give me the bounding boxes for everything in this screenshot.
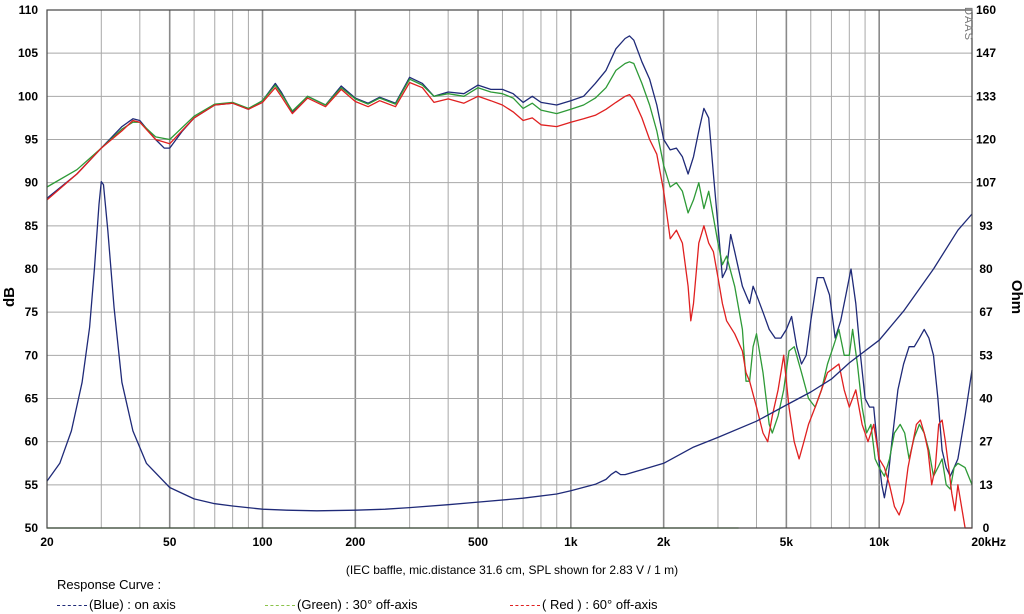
x-tick-label: 50 (163, 535, 177, 549)
x-tick-label: 5k (780, 535, 794, 549)
left-tick-label: 55 (25, 478, 39, 492)
measurement-caption: (IEC baffle, mic.distance 31.6 cm, SPL s… (345, 563, 679, 577)
right-tick-label: 67 (979, 305, 993, 319)
legend-swatch-red (510, 605, 540, 607)
x-tick-label: 20kHz (971, 535, 1006, 549)
left-tick-label: 85 (25, 219, 39, 233)
frequency-response-chart: 20 50 100 200 500 1k 2k 5k 10k 20kHz 110105100959… (1, 3, 1024, 549)
left-tick-label: 80 (25, 262, 39, 276)
right-tick-label: 160 (976, 3, 996, 17)
legend-item-blue: (Blue) : on axis (57, 597, 176, 612)
right-tick-label: 53 (979, 348, 993, 362)
x-tick-labels: 20 50 100 200 500 1k 2k 5k 10k 20kHz (40, 535, 1006, 549)
legend-swatch-green (265, 605, 295, 607)
right-axis-label: Ohm (1008, 280, 1024, 314)
left-tick-label: 95 (25, 133, 39, 147)
legend-item-green: (Green) : 30° off-axis (265, 597, 418, 612)
legend-label-red: ( Red ) : 60° off-axis (542, 597, 658, 612)
x-tick-label: 2k (657, 535, 671, 549)
right-tick-labels: 160 147 133 120 107 93 80 67 53 40 27 13 0 (976, 3, 996, 535)
brand-watermark: DAAS (962, 7, 974, 41)
legend-label-green: (Green) : 30° off-axis (297, 597, 418, 612)
right-tick-label: 147 (976, 46, 996, 60)
legend-swatch-blue (57, 605, 87, 607)
x-tick-label: 500 (468, 535, 488, 549)
left-tick-label: 105 (18, 46, 38, 60)
left-axis-label: dB (1, 287, 18, 307)
right-tick-label: 0 (983, 521, 990, 535)
left-tick-label: 110 (19, 3, 39, 17)
right-tick-label: 120 (976, 133, 996, 147)
right-tick-label: 40 (979, 392, 993, 406)
x-tick-label: 20 (40, 535, 54, 549)
60-deg-spl-curve (46, 81, 972, 529)
left-tick-label: 50 (25, 521, 39, 535)
legend-title: Response Curve : (57, 577, 162, 592)
x-tick-label: 200 (345, 535, 365, 549)
right-tick-label: 133 (976, 89, 996, 103)
left-tick-label: 65 (25, 392, 39, 406)
left-tick-label: 90 (25, 176, 39, 190)
x-tick-label: 10k (869, 535, 889, 549)
x-tick-label: 100 (253, 535, 273, 549)
right-tick-label: 27 (979, 435, 993, 449)
impedance-curve (46, 180, 973, 512)
right-tick-label: 13 (979, 478, 993, 492)
30-deg-spl-curve (46, 61, 973, 490)
left-tick-label: 70 (25, 348, 39, 362)
right-tick-label: 93 (979, 219, 993, 233)
plot-frame (46, 9, 973, 529)
right-tick-label: 107 (976, 176, 996, 190)
legend-label-blue: (Blue) : on axis (89, 597, 176, 612)
right-tick-label: 80 (979, 262, 993, 276)
left-tick-label: 100 (18, 89, 38, 103)
left-tick-label: 60 (25, 435, 39, 449)
x-tick-label: 1k (564, 535, 578, 549)
legend-item-red: ( Red ) : 60° off-axis (510, 597, 658, 612)
left-tick-label: 75 (25, 305, 39, 319)
left-tick-labels: 110 105 100 95 90 85 80 75 70 65 60 55 50 (18, 3, 38, 535)
